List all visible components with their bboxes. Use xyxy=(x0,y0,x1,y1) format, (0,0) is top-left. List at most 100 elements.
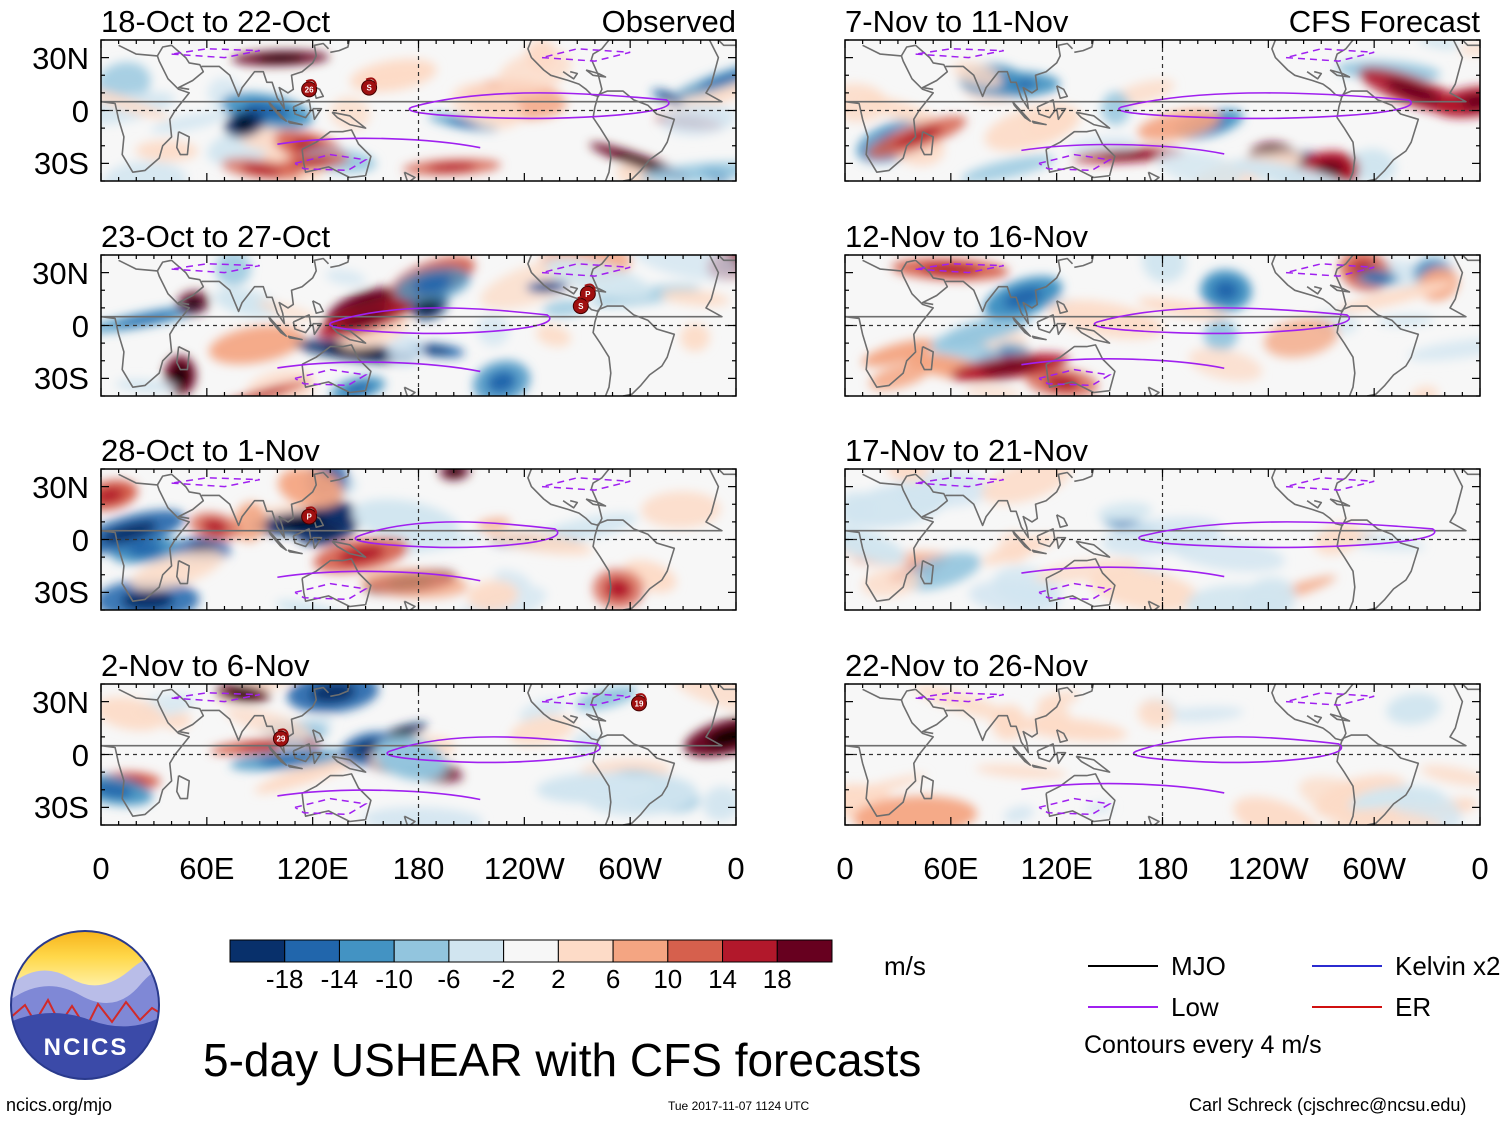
panel-title: 22-Nov to 26-Nov xyxy=(845,648,1088,683)
colorbar-swatch xyxy=(503,939,559,963)
negative-contours xyxy=(915,477,1375,601)
contour-note: Contours every 4 m/s xyxy=(1084,1031,1322,1059)
coastlines xyxy=(101,255,736,396)
colorbar-label: 2 xyxy=(551,964,566,994)
low-frequency-contours xyxy=(1021,92,1412,155)
storm-label: S xyxy=(366,84,372,93)
axis-ticks xyxy=(100,39,737,182)
y-tick-label: 30N xyxy=(32,255,89,291)
axis-ticks xyxy=(100,683,737,826)
x-tick-label: 120E xyxy=(1020,851,1093,886)
x-tick-label: 0 xyxy=(727,851,745,886)
colorbar-label: -2 xyxy=(492,964,516,994)
low-frequency-contours xyxy=(1021,736,1343,794)
legend-label: Low xyxy=(1171,992,1219,1022)
colorbar-swatch xyxy=(667,939,724,963)
legend-label: MJO xyxy=(1171,951,1226,981)
negative-contours xyxy=(171,477,631,601)
x-tick-label: 0 xyxy=(92,851,110,886)
panel-6 xyxy=(844,254,1481,397)
colorbar-swatch xyxy=(338,939,395,963)
legend-label: Kelvin x2 xyxy=(1395,951,1501,981)
colorbar-swatch xyxy=(612,939,669,963)
storm-label: 26 xyxy=(305,85,314,94)
x-tick-label: 180 xyxy=(392,851,445,886)
colorbar-swatch xyxy=(229,939,286,963)
negative-contours xyxy=(171,48,631,172)
panel-tag: CFS Forecast xyxy=(1288,4,1480,39)
shear-field xyxy=(101,684,736,825)
shear-field xyxy=(845,469,1480,610)
panel-title: 17-Nov to 21-Nov xyxy=(845,433,1088,468)
shear-field xyxy=(845,40,1480,181)
colorbar-swatch xyxy=(722,939,778,963)
axis-ticks xyxy=(100,468,737,611)
panel-tag: Observed xyxy=(601,4,736,39)
storm-marker: P xyxy=(301,506,318,525)
x-tick-label: 60E xyxy=(923,851,979,886)
coastlines xyxy=(101,684,736,825)
colorbar-label: -6 xyxy=(437,964,461,994)
footer-right: Carl Schreck (cjschrec@ncsu.edu) xyxy=(1189,1095,1467,1115)
negative-contours xyxy=(171,692,631,816)
units-label: m/s xyxy=(884,951,926,981)
legend xyxy=(1088,965,1382,1008)
y-tick-label: 30N xyxy=(32,40,89,76)
storm-marker: 19 xyxy=(630,693,647,712)
low-frequency-contours xyxy=(277,521,559,582)
coastlines xyxy=(845,469,1480,610)
colorbar-label: 10 xyxy=(653,964,683,994)
colorbar-swatch xyxy=(557,939,614,963)
x-tick-label: 120W xyxy=(1227,851,1309,886)
axis-ticks xyxy=(844,683,1481,826)
panel-8 xyxy=(844,683,1481,826)
ncics-logo xyxy=(10,930,160,1080)
legend-label: ER xyxy=(1395,992,1432,1022)
panel-title: 2-Nov to 6-Nov xyxy=(101,648,310,683)
footer-left[interactable]: ncics.org/mjo xyxy=(6,1095,113,1115)
storm-label: S xyxy=(578,302,584,311)
x-tick-label: 120W xyxy=(483,851,565,886)
panel-title: 28-Oct to 1-Nov xyxy=(101,433,320,468)
y-tick-label: 0 xyxy=(71,93,89,129)
storm-marker: S xyxy=(572,295,589,315)
colorbar-label: -10 xyxy=(375,964,413,994)
low-frequency-contours xyxy=(277,307,551,373)
negative-contours xyxy=(915,48,1375,172)
panel-4: 29 19 xyxy=(100,683,737,826)
colorbar-swatch xyxy=(284,939,340,963)
panel-3: P xyxy=(100,468,737,611)
x-tick-label: 60W xyxy=(1342,851,1407,886)
panel-1: 26 S xyxy=(100,39,737,182)
low-frequency-contours xyxy=(1021,307,1351,370)
storm-label: 19 xyxy=(635,699,644,708)
footer-center: Tue 2017-11-07 1124 UTC xyxy=(668,1099,810,1113)
figure-title: 5-day USHEAR with CFS forecasts xyxy=(203,1034,922,1086)
colorbar-label: 18 xyxy=(762,964,792,994)
shear-field xyxy=(845,684,1480,825)
storm-marker: S xyxy=(361,77,378,96)
x-tick-label: 180 xyxy=(1136,851,1189,886)
panel-title: 23-Oct to 27-Oct xyxy=(101,219,331,254)
y-tick-label: 30S xyxy=(33,575,89,611)
y-tick-label: 30N xyxy=(32,469,89,505)
shear-field xyxy=(101,40,736,181)
panel-title: 7-Nov to 11-Nov xyxy=(845,4,1069,39)
axis-ticks xyxy=(100,254,737,397)
x-tick-label: 60E xyxy=(179,851,235,886)
colorbar-label: -18 xyxy=(265,964,304,994)
panel-title: 18-Oct to 22-Oct xyxy=(101,4,331,39)
panel-2: PS xyxy=(100,254,737,397)
colorbar-label: 6 xyxy=(605,964,621,994)
y-tick-label: 0 xyxy=(71,522,89,558)
colorbar-swatch xyxy=(448,939,505,963)
negative-contours xyxy=(915,263,1375,387)
coastlines xyxy=(101,40,736,181)
y-tick-label: 30S xyxy=(33,146,89,182)
storm-label: P xyxy=(585,290,591,299)
x-tick-label: 0 xyxy=(1471,851,1489,886)
colorbar-label: 14 xyxy=(708,964,737,994)
y-tick-label: 0 xyxy=(71,737,89,773)
colorbar-label: -14 xyxy=(320,964,359,994)
